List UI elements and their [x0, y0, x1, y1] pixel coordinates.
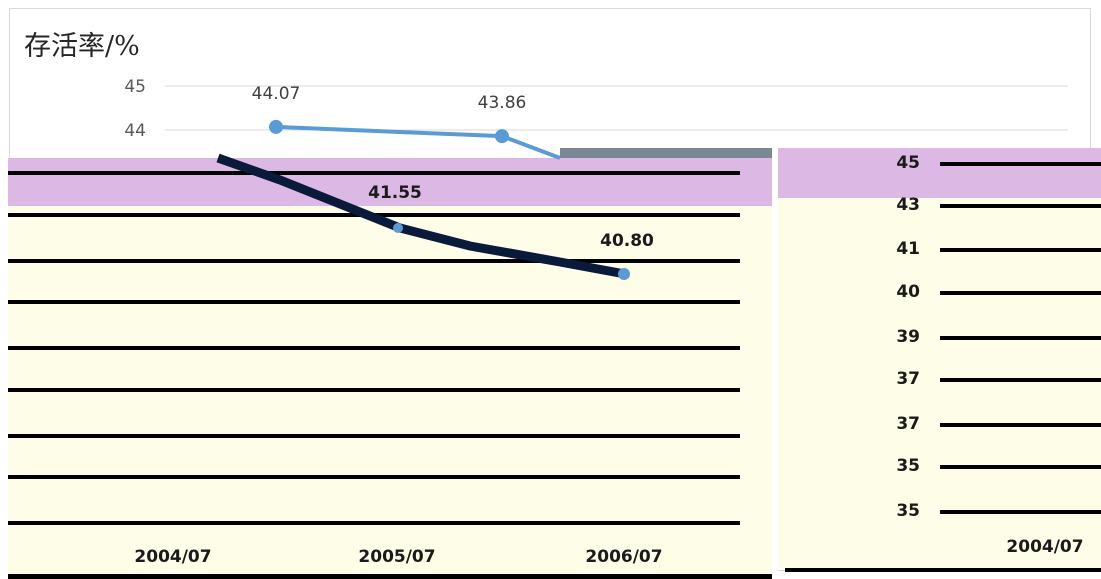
y-tick-label: 44 [124, 121, 146, 141]
right-gridlines [940, 162, 1101, 514]
upper-series: 44.07 43.86 [252, 84, 561, 160]
overlay-point [393, 223, 403, 233]
overlay-purple-left [8, 158, 772, 206]
x-tick-label: 2006/07 [585, 547, 662, 567]
overlay-data-label: 41.55 [368, 183, 422, 203]
data-point [495, 129, 509, 144]
right-y-tick-label: 39 [896, 327, 920, 347]
right-y-tick-label: 41 [896, 239, 920, 259]
overlay-data-label: 40.80 [600, 231, 654, 251]
bottom-bar-left [8, 574, 772, 579]
overlay-point [618, 268, 630, 280]
data-label: 43.86 [478, 93, 527, 113]
right-y-tick-label: 37 [896, 369, 920, 389]
data-label: 44.07 [252, 84, 301, 104]
x-tick-label: 2005/07 [358, 547, 435, 567]
panel-divider [772, 148, 778, 578]
x-tick-label: 2004/07 [134, 547, 211, 567]
left-gridlines [8, 171, 740, 525]
data-point [269, 119, 283, 134]
y-axis-title: 存活率/% [24, 31, 140, 62]
right-y-tick-label: 37 [896, 414, 920, 434]
right-y-tick-label: 45 [896, 153, 920, 173]
right-y-tick-label: 43 [896, 195, 920, 215]
overlay-cream-right [778, 148, 1101, 568]
right-y-tick-label: 35 [896, 501, 920, 521]
y-tick-label: 45 [124, 77, 146, 97]
right-y-tick-label: 35 [896, 456, 920, 476]
x-tick-label: 2004/07 [1006, 537, 1083, 557]
overlay-purple-right [778, 148, 1101, 198]
series-line [275, 124, 561, 160]
overlay-strip [560, 148, 772, 158]
bottom-bar-right [785, 568, 1101, 572]
right-y-tick-label: 40 [896, 282, 920, 302]
